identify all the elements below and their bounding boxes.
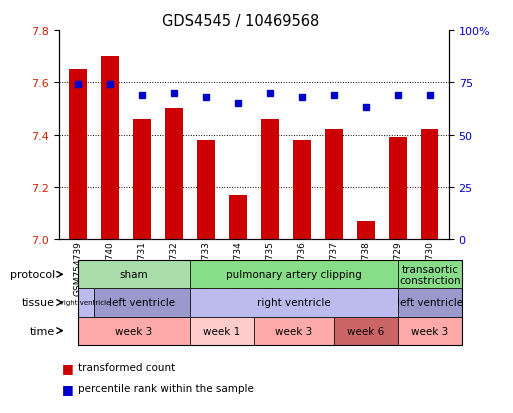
- Bar: [102, 57, 119, 240]
- Text: week 3: week 3: [115, 326, 153, 336]
- Bar: [389, 138, 406, 240]
- Text: right ventricle: right ventricle: [62, 300, 111, 306]
- Bar: [165, 109, 183, 240]
- Text: sham: sham: [120, 270, 148, 280]
- Bar: [133, 120, 151, 240]
- Text: time: time: [30, 326, 55, 336]
- Text: ■: ■: [62, 361, 73, 374]
- Text: percentile rank within the sample: percentile rank within the sample: [78, 383, 254, 393]
- Text: transaortic
constriction: transaortic constriction: [399, 264, 461, 285]
- Text: left ventricle: left ventricle: [109, 298, 175, 308]
- Text: week 3: week 3: [275, 326, 312, 336]
- Text: week 6: week 6: [347, 326, 384, 336]
- Text: left ventricle: left ventricle: [397, 298, 463, 308]
- Bar: [325, 130, 343, 240]
- Bar: [261, 120, 279, 240]
- Text: GDS4545 / 10469568: GDS4545 / 10469568: [163, 14, 320, 29]
- Text: right ventricle: right ventricle: [257, 298, 331, 308]
- Text: pulmonary artery clipping: pulmonary artery clipping: [226, 270, 362, 280]
- Bar: [421, 130, 439, 240]
- Bar: [69, 70, 87, 240]
- Text: week 1: week 1: [203, 326, 241, 336]
- Text: week 3: week 3: [411, 326, 448, 336]
- Text: protocol: protocol: [10, 270, 55, 280]
- Bar: [293, 140, 311, 240]
- Text: tissue: tissue: [22, 298, 55, 308]
- Bar: [229, 195, 247, 240]
- Text: transformed count: transformed count: [78, 363, 175, 373]
- Bar: [197, 140, 215, 240]
- Text: ■: ■: [62, 382, 73, 395]
- Bar: [357, 221, 374, 240]
